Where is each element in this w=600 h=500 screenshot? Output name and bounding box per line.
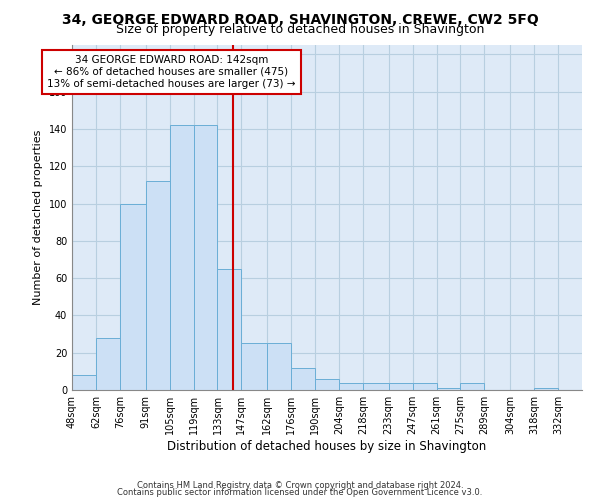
Bar [413,382,437,390]
Bar [217,269,241,390]
Bar [389,382,413,390]
Bar [96,338,120,390]
Text: Contains HM Land Registry data © Crown copyright and database right 2024.: Contains HM Land Registry data © Crown c… [137,480,463,490]
Bar [267,344,291,390]
X-axis label: Distribution of detached houses by size in Shavington: Distribution of detached houses by size … [167,440,487,453]
Text: Contains public sector information licensed under the Open Government Licence v3: Contains public sector information licen… [118,488,482,497]
Bar [120,204,146,390]
Bar [170,125,194,390]
Text: Size of property relative to detached houses in Shavington: Size of property relative to detached ho… [116,22,484,36]
Bar [315,379,339,390]
Bar [146,181,170,390]
Bar [363,382,389,390]
Bar [241,344,267,390]
Y-axis label: Number of detached properties: Number of detached properties [33,130,43,305]
Bar [194,125,217,390]
Bar [534,388,558,390]
Bar [291,368,315,390]
Bar [460,382,484,390]
Bar [437,388,460,390]
Text: 34 GEORGE EDWARD ROAD: 142sqm
← 86% of detached houses are smaller (475)
13% of : 34 GEORGE EDWARD ROAD: 142sqm ← 86% of d… [47,56,296,88]
Text: 34, GEORGE EDWARD ROAD, SHAVINGTON, CREWE, CW2 5FQ: 34, GEORGE EDWARD ROAD, SHAVINGTON, CREW… [62,12,538,26]
Bar [72,375,96,390]
Bar [339,382,363,390]
